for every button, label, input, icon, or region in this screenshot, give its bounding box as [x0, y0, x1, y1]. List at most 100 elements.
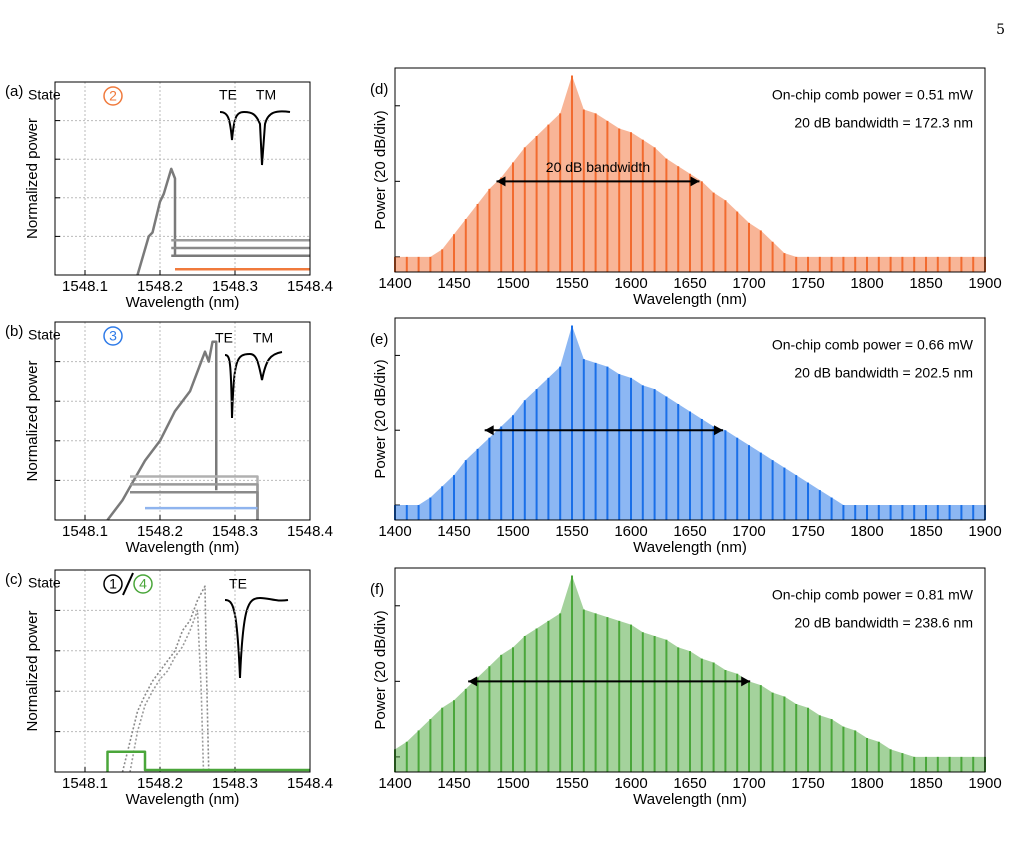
x-tick-label: 1450 — [437, 775, 470, 792]
state-label: State — [28, 87, 61, 103]
x-tick-label: 1548.4 — [287, 278, 333, 295]
x-tick-label: 1650 — [673, 523, 706, 540]
y-axis-label: Power (20 dB/div) — [372, 110, 389, 229]
state-slash — [122, 572, 134, 596]
x-tick-label: 1900 — [968, 775, 1001, 792]
x-tick-label: 1500 — [496, 775, 529, 792]
trace — [106, 750, 310, 772]
x-tick-label: 1548.2 — [137, 775, 183, 792]
x-tick-label: 1450 — [437, 275, 470, 292]
state-circle — [133, 574, 153, 594]
trace — [136, 167, 177, 276]
x-tick-label: 1550 — [555, 775, 588, 792]
x-tick-label: 1750 — [791, 275, 824, 292]
trace — [130, 491, 259, 520]
x-axis-label: Wavelength (nm) — [633, 291, 747, 308]
x-axis-label: Wavelength (nm) — [126, 539, 240, 556]
state-circle — [103, 574, 123, 594]
plot-frame — [54, 81, 311, 276]
x-tick-label: 1548.3 — [212, 278, 258, 295]
state-number: 4 — [139, 576, 147, 592]
x-tick-label: 1600 — [614, 275, 647, 292]
x-axis-label: Wavelength (nm) — [633, 791, 747, 808]
plot-frame — [394, 567, 986, 773]
x-tick-label: 1850 — [909, 275, 942, 292]
arrow-label: 20 dB bandwidth — [546, 159, 650, 175]
state-number: 2 — [109, 88, 117, 104]
inset-label: TM — [253, 330, 273, 346]
annotation: 20 dB bandwidth = 172.3 nm — [794, 115, 973, 131]
x-tick-label: 1700 — [732, 523, 765, 540]
trace — [121, 585, 210, 773]
y-axis-label: Power (20 dB/div) — [372, 359, 389, 478]
x-tick-label: 1400 — [378, 775, 411, 792]
y-axis-label: Normalized power — [24, 118, 41, 239]
x-tick-label: 1750 — [791, 775, 824, 792]
x-tick-label: 1600 — [614, 775, 647, 792]
inset-label: TE — [219, 87, 237, 103]
y-axis-label: Normalized power — [24, 361, 41, 482]
inset-label: TM — [256, 87, 276, 103]
state-circle — [103, 326, 123, 346]
state-number: 3 — [109, 328, 117, 344]
trace — [130, 483, 259, 520]
annotation: On-chip comb power = 0.51 mW — [772, 87, 974, 103]
x-tick-label: 1548.3 — [212, 775, 258, 792]
plot-frame — [54, 569, 311, 773]
inset-curve — [224, 596, 289, 679]
panel-label: (f) — [370, 581, 384, 598]
x-axis-label: Wavelength (nm) — [633, 539, 747, 556]
x-tick-label: 1800 — [850, 775, 883, 792]
annotation: 20 dB bandwidth = 238.6 nm — [794, 615, 973, 631]
annotation: On-chip comb power = 0.66 mW — [772, 337, 974, 353]
x-tick-label: 1500 — [496, 275, 529, 292]
x-tick-label: 1800 — [850, 275, 883, 292]
x-tick-label: 1750 — [791, 523, 824, 540]
trace — [106, 340, 218, 521]
x-tick-label: 1548.3 — [212, 523, 258, 540]
plot-frame — [54, 321, 311, 521]
page-number: 5 — [996, 22, 1005, 38]
x-tick-label: 1548.2 — [137, 523, 183, 540]
annotation: On-chip comb power = 0.81 mW — [772, 587, 974, 603]
inset-curve — [224, 351, 283, 419]
state-number: 1 — [109, 576, 117, 592]
annotation: 20 dB bandwidth = 202.5 nm — [794, 365, 973, 381]
panel-label: (e) — [370, 331, 388, 348]
inset-curve — [219, 110, 291, 166]
y-axis-label: Power (20 dB/div) — [372, 610, 389, 729]
x-tick-label: 1548.1 — [62, 523, 108, 540]
x-tick-label: 1550 — [555, 275, 588, 292]
x-tick-label: 1548.2 — [137, 278, 183, 295]
x-tick-label: 1450 — [437, 523, 470, 540]
trace — [129, 609, 205, 773]
inset-label: TE — [215, 330, 233, 346]
x-tick-label: 1650 — [673, 775, 706, 792]
x-tick-label: 1548.1 — [62, 775, 108, 792]
x-tick-label: 1900 — [968, 523, 1001, 540]
x-axis-label: Wavelength (nm) — [126, 791, 240, 808]
panel-label: (d) — [370, 81, 388, 98]
x-tick-label: 1400 — [378, 523, 411, 540]
x-tick-label: 1548.4 — [287, 523, 333, 540]
x-tick-label: 1650 — [673, 275, 706, 292]
plot-frame — [394, 317, 986, 521]
x-tick-label: 1548.4 — [287, 775, 333, 792]
state-label: State — [28, 327, 61, 343]
x-tick-label: 1600 — [614, 523, 647, 540]
x-tick-label: 1850 — [909, 523, 942, 540]
state-circle — [103, 86, 123, 106]
x-tick-label: 1700 — [732, 775, 765, 792]
x-tick-label: 1700 — [732, 275, 765, 292]
x-tick-label: 1900 — [968, 275, 1001, 292]
panel-label: (b) — [5, 323, 23, 340]
y-axis-label: Normalized power — [24, 611, 41, 732]
x-tick-label: 1850 — [909, 775, 942, 792]
trace — [130, 475, 259, 520]
x-tick-label: 1400 — [378, 275, 411, 292]
state-label: State — [28, 575, 61, 591]
x-tick-label: 1500 — [496, 523, 529, 540]
x-tick-label: 1548.1 — [62, 278, 108, 295]
plot-frame — [394, 67, 986, 273]
